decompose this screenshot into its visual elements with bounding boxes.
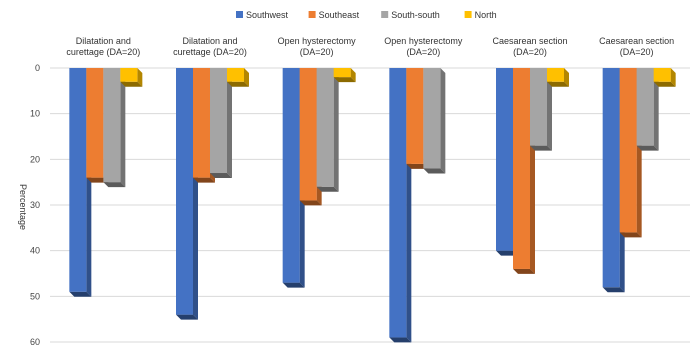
bar-side: [653, 68, 659, 151]
legend-swatch: [381, 11, 389, 18]
bar-side: [440, 68, 446, 174]
legend-label: Southwest: [246, 10, 289, 20]
bar: [406, 68, 424, 164]
legend-label: North: [475, 10, 497, 20]
bar-end: [389, 337, 412, 343]
category-label: Open hysterectomy: [384, 36, 463, 46]
category-label: Caesarean section: [599, 36, 674, 46]
bar-end: [176, 314, 198, 320]
bar: [602, 68, 620, 288]
category-label: (DA=20): [406, 47, 440, 57]
bar: [227, 68, 244, 82]
category-label: Dilatation and: [76, 36, 131, 46]
legend-label: Southeast: [319, 10, 360, 20]
bar-end: [282, 282, 305, 288]
y-tick-label: 30: [30, 200, 40, 210]
bar-side: [333, 68, 339, 192]
bar: [210, 68, 227, 174]
bar-side: [350, 68, 356, 83]
bar-side: [227, 68, 232, 179]
bar: [69, 68, 87, 292]
category-label: (DA=20): [620, 47, 654, 57]
bar: [120, 68, 138, 82]
bars: [69, 68, 676, 343]
bar-end: [602, 287, 625, 293]
bar: [103, 68, 121, 183]
legend: Southwest Southeast South-south North: [236, 10, 497, 20]
category-label: curettage (DA=20): [173, 47, 247, 57]
bar: [547, 68, 564, 82]
legend-swatch: [308, 11, 316, 18]
gridlines: [50, 67, 690, 343]
bar-end: [423, 168, 446, 174]
bar-end: [316, 186, 339, 192]
y-tick-label: 60: [30, 337, 40, 347]
bar: [316, 68, 334, 187]
y-tick-label: 40: [30, 246, 40, 256]
bar: [333, 68, 351, 78]
bar: [299, 68, 317, 201]
bar-end: [619, 232, 642, 238]
bar: [423, 68, 441, 169]
bar: [636, 68, 654, 146]
bar-side: [564, 68, 569, 87]
category-label: (DA=20): [300, 47, 334, 57]
y-tick-labels: 0 10 20 30 40 50 60: [30, 63, 40, 347]
bar-end: [547, 81, 569, 87]
bar-end: [299, 200, 322, 206]
bar-end: [333, 77, 356, 83]
category-label: curettage (DA=20): [66, 47, 140, 57]
category-label: Open hysterectomy: [278, 36, 357, 46]
bar-end: [496, 250, 518, 256]
y-axis-title: Percentage: [18, 184, 28, 230]
category-label: (DA=20): [513, 47, 547, 57]
bar-end: [69, 291, 92, 297]
bar: [619, 68, 637, 233]
bar-end: [636, 145, 659, 151]
bar: [513, 68, 530, 269]
bar-side: [244, 68, 249, 87]
bar: [86, 68, 104, 178]
bar-end: [193, 177, 215, 183]
bar-side: [670, 68, 676, 87]
legend-swatch: [236, 11, 243, 18]
bar-side: [120, 68, 126, 188]
bar: [653, 68, 671, 82]
category-label: Dilatation and: [182, 36, 237, 46]
bar: [176, 68, 193, 315]
bar-end: [227, 81, 249, 87]
bar-end: [120, 81, 143, 87]
legend-label: South-south: [391, 10, 440, 20]
y-tick-label: 0: [35, 63, 40, 73]
bar: [193, 68, 210, 178]
bar-end: [103, 182, 126, 188]
bar-end: [210, 173, 232, 179]
bar-side: [547, 68, 552, 151]
bar-end: [406, 163, 429, 169]
bar: [282, 68, 300, 283]
y-tick-label: 20: [30, 154, 40, 164]
bar-end: [86, 177, 109, 183]
bar: [496, 68, 513, 251]
bar: [389, 68, 407, 338]
y-tick-label: 50: [30, 291, 40, 301]
bar-end: [513, 268, 535, 274]
bar-end: [653, 81, 676, 87]
category-label: Caesarean section: [492, 36, 567, 46]
bar: [530, 68, 547, 146]
bar-end: [530, 145, 552, 151]
bar-side: [137, 68, 143, 87]
y-tick-label: 10: [30, 109, 40, 119]
legend-swatch: [464, 11, 472, 18]
